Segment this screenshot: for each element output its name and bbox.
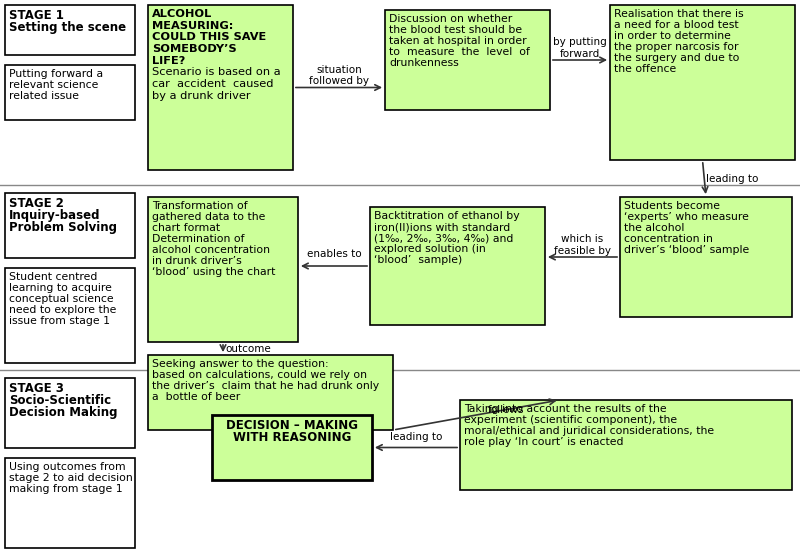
Text: STAGE 1: STAGE 1: [9, 9, 64, 22]
Text: experiment (scientific component), the: experiment (scientific component), the: [464, 415, 677, 425]
Text: Taking into account the results of the: Taking into account the results of the: [464, 404, 666, 414]
Text: role play ‘In court’ is enacted: role play ‘In court’ is enacted: [464, 437, 623, 447]
Text: Socio-Scientific: Socio-Scientific: [9, 394, 111, 407]
Text: DECISION – MAKING: DECISION – MAKING: [226, 419, 358, 432]
FancyBboxPatch shape: [148, 197, 298, 342]
Text: leading to: leading to: [706, 173, 758, 183]
Text: leading to: leading to: [390, 432, 442, 442]
Text: a need for a blood test: a need for a blood test: [614, 20, 738, 30]
Text: Setting the scene: Setting the scene: [9, 21, 126, 34]
FancyBboxPatch shape: [5, 268, 135, 363]
Text: ‘blood’  sample): ‘blood’ sample): [374, 255, 462, 265]
FancyBboxPatch shape: [148, 5, 293, 170]
FancyBboxPatch shape: [610, 5, 795, 160]
Text: Decision Making: Decision Making: [9, 406, 118, 419]
Text: ‘experts’ who measure: ‘experts’ who measure: [624, 212, 749, 222]
FancyBboxPatch shape: [620, 197, 792, 317]
Text: Problem Solving: Problem Solving: [9, 221, 117, 234]
FancyBboxPatch shape: [5, 378, 135, 448]
Text: related issue: related issue: [9, 91, 79, 101]
Text: enables to: enables to: [306, 249, 362, 259]
FancyBboxPatch shape: [5, 193, 135, 258]
Text: Using outcomes from: Using outcomes from: [9, 462, 126, 472]
Text: situation
followed by: situation followed by: [309, 65, 369, 86]
Text: the alcohol: the alcohol: [624, 223, 684, 233]
Text: conceptual science: conceptual science: [9, 294, 114, 304]
Text: COULD THIS SAVE: COULD THIS SAVE: [152, 32, 266, 42]
Text: to  measure  the  level  of: to measure the level of: [389, 47, 530, 57]
Text: Seeking answer to the question:: Seeking answer to the question:: [152, 359, 329, 369]
Text: moral/ethical and juridical considerations, the: moral/ethical and juridical consideratio…: [464, 426, 714, 436]
FancyBboxPatch shape: [370, 207, 545, 325]
Text: iron(II)ions with standard: iron(II)ions with standard: [374, 222, 510, 232]
Text: based on calculations, could we rely on: based on calculations, could we rely on: [152, 370, 367, 380]
Text: driver’s ‘blood’ sample: driver’s ‘blood’ sample: [624, 245, 750, 255]
Text: Scenario is based on a: Scenario is based on a: [152, 67, 281, 77]
Text: concentration in: concentration in: [624, 234, 713, 244]
Text: need to explore the: need to explore the: [9, 305, 116, 315]
Text: by putting
forward: by putting forward: [553, 37, 607, 59]
Text: the surgery and due to: the surgery and due to: [614, 53, 739, 63]
Text: car  accident  caused: car accident caused: [152, 79, 274, 89]
Text: WITH REASONING: WITH REASONING: [233, 431, 351, 444]
Text: Realisation that there is: Realisation that there is: [614, 9, 744, 19]
FancyBboxPatch shape: [460, 400, 792, 490]
Text: which is
feasible by: which is feasible by: [554, 234, 611, 256]
Text: follows: follows: [488, 405, 525, 415]
Text: alcohol concentration: alcohol concentration: [152, 245, 270, 255]
Text: Student centred: Student centred: [9, 272, 98, 282]
FancyBboxPatch shape: [212, 415, 372, 480]
Text: Determination of: Determination of: [152, 234, 245, 244]
Text: the driver’s  claim that he had drunk only: the driver’s claim that he had drunk onl…: [152, 381, 379, 391]
Text: making from stage 1: making from stage 1: [9, 484, 122, 494]
Text: outcome: outcome: [225, 344, 271, 354]
Text: ALCOHOL: ALCOHOL: [152, 9, 212, 19]
Text: gathered data to the: gathered data to the: [152, 212, 266, 222]
Text: learning to acquire: learning to acquire: [9, 283, 112, 293]
Text: in order to determine: in order to determine: [614, 31, 731, 41]
Text: issue from stage 1: issue from stage 1: [9, 316, 110, 326]
FancyBboxPatch shape: [148, 355, 393, 430]
Text: STAGE 2: STAGE 2: [9, 197, 64, 210]
Text: relevant science: relevant science: [9, 80, 98, 90]
Text: Discussion on whether: Discussion on whether: [389, 14, 512, 24]
FancyBboxPatch shape: [5, 5, 135, 55]
Text: SOMEBODY’S: SOMEBODY’S: [152, 44, 237, 54]
Text: Backtitration of ethanol by: Backtitration of ethanol by: [374, 211, 520, 221]
Text: Inquiry-based: Inquiry-based: [9, 209, 101, 222]
FancyBboxPatch shape: [385, 10, 550, 110]
Text: Putting forward a: Putting forward a: [9, 69, 103, 79]
Text: Transformation of: Transformation of: [152, 201, 248, 211]
Text: ‘blood’ using the chart: ‘blood’ using the chart: [152, 267, 275, 277]
Text: in drunk driver’s: in drunk driver’s: [152, 256, 242, 266]
Text: explored solution (in: explored solution (in: [374, 244, 486, 254]
Text: stage 2 to aid decision: stage 2 to aid decision: [9, 473, 133, 483]
Text: a  bottle of beer: a bottle of beer: [152, 392, 240, 402]
Text: taken at hospital in order: taken at hospital in order: [389, 36, 526, 46]
Text: the offence: the offence: [614, 65, 676, 75]
Text: chart format: chart format: [152, 223, 220, 233]
FancyBboxPatch shape: [5, 65, 135, 120]
Text: the proper narcosis for: the proper narcosis for: [614, 42, 738, 52]
Text: MEASURING:: MEASURING:: [152, 21, 234, 31]
Text: Students become: Students become: [624, 201, 720, 211]
Text: STAGE 3: STAGE 3: [9, 382, 64, 395]
FancyBboxPatch shape: [5, 458, 135, 548]
Text: by a drunk driver: by a drunk driver: [152, 90, 250, 100]
Text: LIFE?: LIFE?: [152, 56, 186, 66]
Text: (1‰, 2‰, 3‰, 4‰) and: (1‰, 2‰, 3‰, 4‰) and: [374, 233, 514, 243]
Text: drunkenness: drunkenness: [389, 58, 458, 69]
Text: the blood test should be: the blood test should be: [389, 25, 522, 35]
